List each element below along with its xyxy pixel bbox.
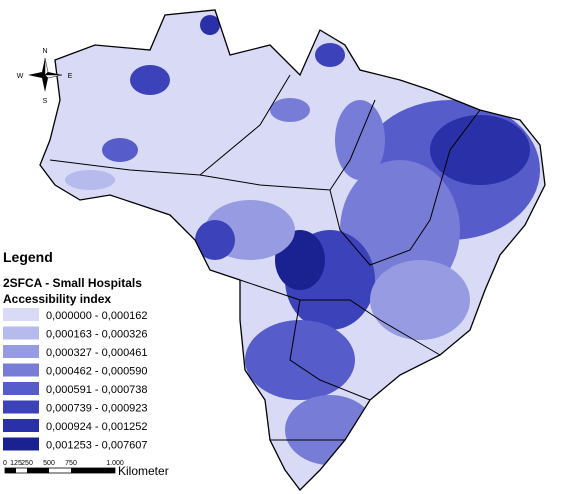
legend-label: 0,000000 - 0,000162 xyxy=(46,310,148,322)
legend-label: 0,000327 - 0,000461 xyxy=(46,347,148,359)
scale-segment xyxy=(5,468,16,473)
legend-swatch xyxy=(3,400,39,414)
legend-title: Legend xyxy=(3,249,53,265)
legend-label: 0,000163 - 0,000326 xyxy=(46,329,148,341)
scale-label: 500 xyxy=(43,460,55,467)
scale-label: 750 xyxy=(65,460,77,467)
scale-segment xyxy=(71,468,93,473)
legend-layer: 2SFCA - Small Hospitals xyxy=(3,276,142,290)
legend-swatch xyxy=(3,326,39,340)
scale-label: 250 xyxy=(21,460,33,467)
scale-unit: Kilometer xyxy=(118,464,169,478)
legend-label: 0,000591 - 0,000738 xyxy=(46,384,148,396)
scale-label: 0 xyxy=(3,460,7,467)
legend-label: 0,000462 - 0,000590 xyxy=(46,366,148,378)
compass-n: N xyxy=(42,48,47,55)
scale-segment xyxy=(27,468,49,473)
state-borders xyxy=(49,74,481,441)
legend-field: Accessibility index xyxy=(3,292,111,306)
legend-classes: 0,000000 - 0,000162 0,000163 - 0,000326 0,… xyxy=(3,308,148,452)
legend-swatch xyxy=(3,419,39,432)
compass: N S E W xyxy=(17,48,73,105)
scale-label: 125 xyxy=(10,460,22,467)
scale-label: 1.000 xyxy=(106,460,124,467)
compass-s: S xyxy=(43,98,48,105)
legend-swatch xyxy=(3,437,39,451)
compass-w: W xyxy=(17,73,24,80)
legend-swatch xyxy=(3,345,39,358)
legend-label: 0,001253 - 0,007607 xyxy=(46,440,148,452)
country-border xyxy=(39,9,546,491)
legend-label: 0,000924 - 0,001252 xyxy=(46,421,148,433)
legend-swatch xyxy=(3,308,39,321)
legend-swatch xyxy=(3,382,39,395)
scale-segment xyxy=(93,468,115,473)
legend-label: 0,000739 - 0,000923 xyxy=(46,403,148,415)
legend-swatch xyxy=(3,363,39,377)
compass-e: E xyxy=(68,73,73,80)
